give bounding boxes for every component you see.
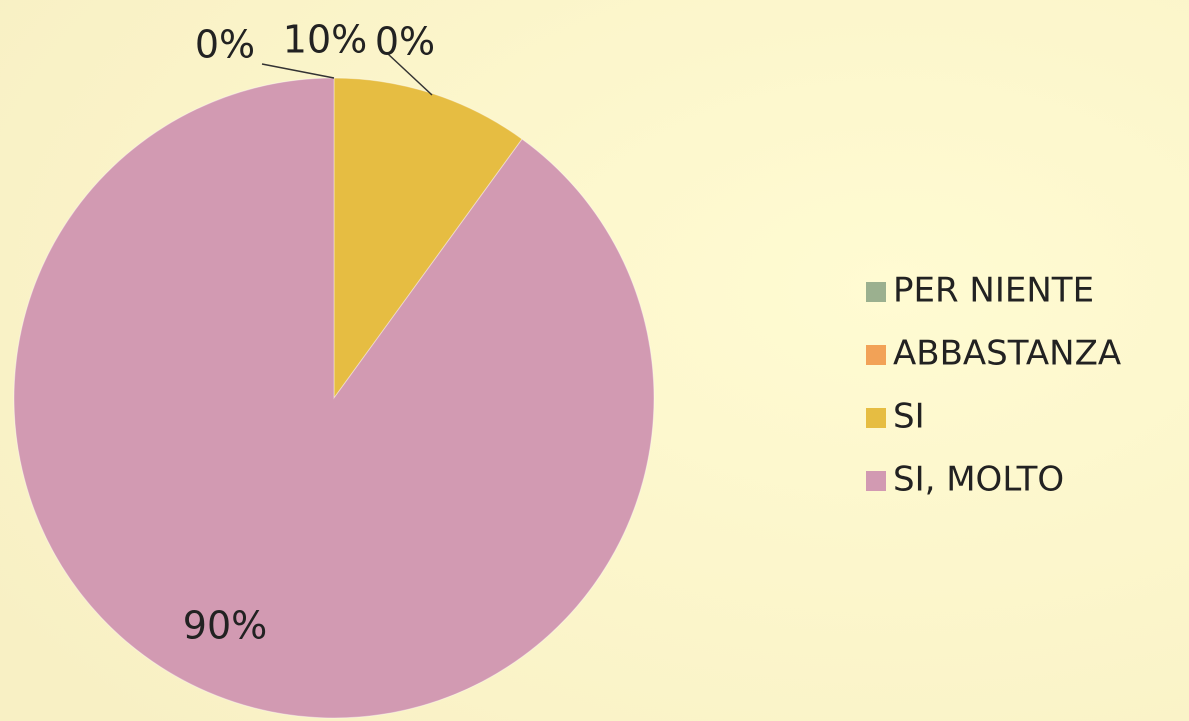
slice [13, 77, 655, 719]
legend-label: SI [893, 397, 925, 437]
legend-swatch [866, 408, 886, 428]
labels: 0% 0%10%90% [183, 18, 435, 648]
data-label: 0% [375, 20, 435, 64]
legend-swatch [866, 471, 886, 491]
legend-label: SI, MOLTO [893, 460, 1064, 500]
data-label: 90% [183, 604, 267, 648]
leader-line [261, 63, 335, 79]
slice [333, 77, 523, 400]
data-label: 10% [283, 18, 367, 62]
data-label: 0% [195, 23, 255, 67]
legend-swatch [866, 282, 886, 302]
legend-swatch [866, 345, 886, 365]
leader-line [387, 53, 433, 96]
legend-label: ABBASTANZA [893, 334, 1121, 374]
legend-label: PER NIENTE [893, 271, 1094, 311]
legend: PER NIENTE ABBASTANZA SI SI, MOLTO [866, 271, 1121, 500]
pie [13, 77, 655, 719]
